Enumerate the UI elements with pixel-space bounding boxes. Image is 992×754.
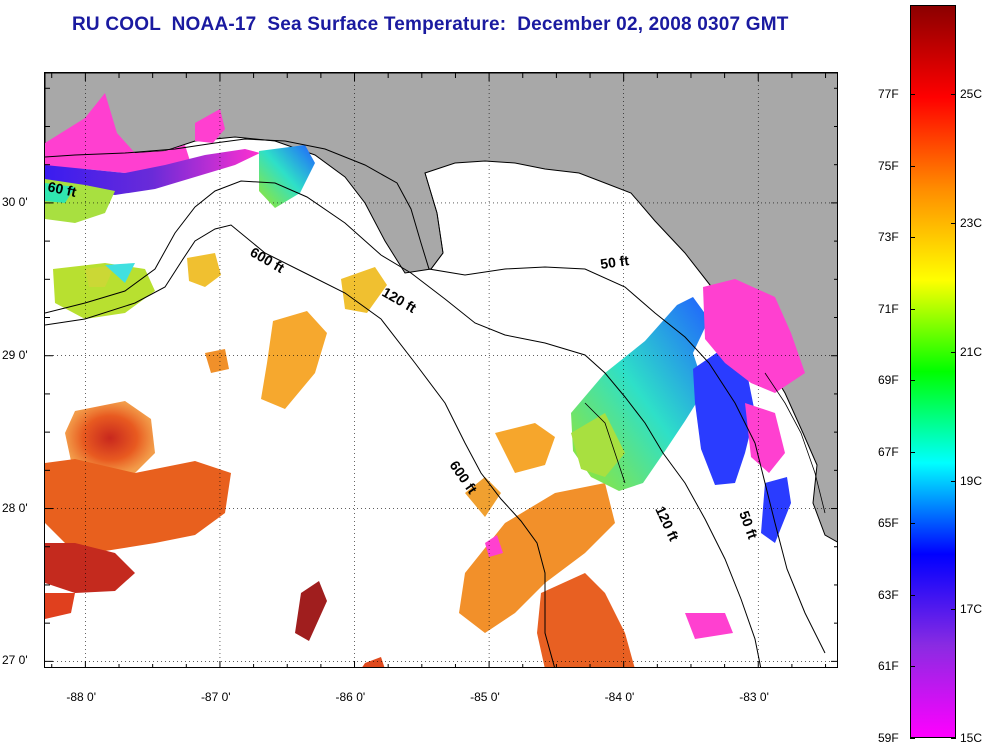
contour-label-600ft-west: 600 ft (248, 244, 288, 276)
colorbar-tick-f (910, 94, 915, 96)
lon-tick-88: -88 0' (66, 690, 97, 704)
lon-tick-86: -86 0' (335, 690, 366, 704)
lon-tick-84: -84 0' (604, 690, 635, 704)
colorbar-label-17c: 17C (960, 602, 983, 617)
temperature-colorbar (910, 5, 956, 738)
lat-tick-27: 27 0' (2, 653, 28, 668)
sst-patches (45, 93, 805, 667)
colorbar-label-73f: 73F (878, 230, 899, 245)
colorbar-label-21c: 21C (960, 344, 983, 359)
colorbar-tick-f (910, 451, 915, 453)
colorbar-label-63f: 63F (878, 587, 899, 602)
lon-tick-87: -87 0' (200, 690, 231, 704)
lon-tick-85: -85 0' (470, 690, 500, 704)
bathymetry-contours (45, 138, 826, 667)
colorbar-label-67f: 67F (878, 444, 899, 459)
lat-tick-29: 29 0' (2, 347, 28, 362)
colorbar-tick-f (910, 523, 915, 525)
colorbar-tick-c (951, 94, 956, 96)
lon-tick-83: -83 0' (739, 690, 769, 704)
lat-tick-28: 28 0' (2, 500, 28, 515)
colorbar-tick-f (910, 308, 915, 310)
contour-label-120ft-east: 120 ft (652, 504, 682, 544)
colorbar-label-77f: 77F (878, 87, 899, 102)
colorbar-tick-f (910, 594, 915, 596)
map-title: RU COOL NOAA-17 Sea Surface Temperature:… (72, 14, 789, 35)
colorbar-label-71f: 71F (878, 301, 899, 316)
graticule (45, 73, 837, 667)
colorbar-tick-c (951, 738, 956, 739)
sst-map-canvas: 60 ft 600 ft 120 ft 50 ft 600 ft 120 ft … (45, 73, 837, 667)
colorbar-label-19c: 19C (960, 473, 983, 488)
contour-label-120ft-west: 120 ft (380, 284, 420, 316)
colorbar-label-15c: 15C (960, 731, 983, 745)
contour-label-60ft: 60 ft (46, 178, 78, 200)
colorbar-label-65f: 65F (878, 516, 899, 531)
colorbar-tick-c (951, 480, 956, 482)
colorbar-label-23c: 23C (960, 216, 983, 231)
colorbar-label-25c: 25C (960, 87, 983, 102)
colorbar-label-61f: 61F (878, 659, 899, 674)
coastline (424, 172, 826, 514)
colorbar-tick-f (910, 237, 915, 239)
contour-label-50ft-east: 50 ft (736, 509, 761, 542)
contour-label-50ft-north: 50 ft (599, 252, 630, 272)
lat-tick-30: 30 0' (2, 194, 28, 209)
sst-map: 60 ft 600 ft 120 ft 50 ft 600 ft 120 ft … (44, 72, 838, 668)
colorbar-tick-c (951, 223, 956, 225)
colorbar-tick-c (951, 351, 956, 353)
colorbar-label-75f: 75F (878, 158, 899, 173)
colorbar-tick-f (910, 666, 915, 668)
colorbar-tick-c (951, 609, 956, 611)
colorbar-tick-f (910, 738, 915, 739)
colorbar-label-59f: 59F (878, 731, 899, 745)
colorbar-label-69f: 69F (878, 373, 899, 388)
colorbar-tick-f (910, 165, 915, 167)
colorbar-tick-f (910, 380, 915, 382)
frame-ticks (45, 73, 837, 667)
